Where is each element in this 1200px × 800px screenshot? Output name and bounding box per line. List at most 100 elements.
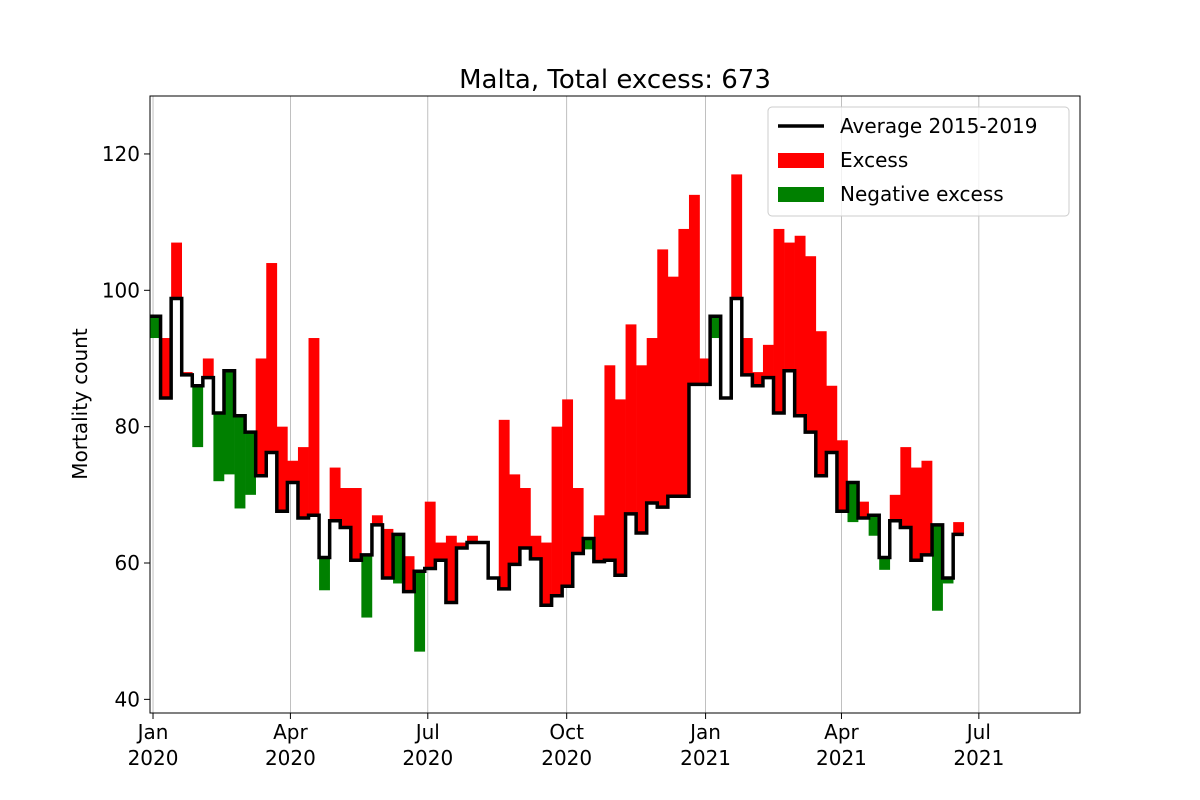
excess-bar	[646, 338, 658, 504]
excess-bar	[382, 528, 394, 579]
negative-excess-bar	[361, 554, 373, 618]
excess-bar	[805, 256, 817, 433]
x-tick-label-line: Jul	[965, 720, 991, 744]
y-axis: 40 60 80 100 120	[102, 142, 150, 711]
negative-excess-bar	[847, 482, 859, 523]
excess-bar	[467, 535, 478, 543]
excess-bar	[752, 372, 764, 386]
excess-bar	[445, 535, 457, 603]
x-tick-label-line: Oct	[549, 720, 584, 744]
negative-excess-bar	[932, 524, 943, 611]
y-tick-label: 60	[115, 551, 140, 575]
negative-excess-bar	[213, 413, 225, 482]
excess-bar	[435, 542, 447, 561]
excess-bar	[276, 426, 288, 512]
legend-label-excess: Excess	[840, 148, 908, 172]
x-tick-label-line: 2020	[128, 746, 179, 770]
excess-bar	[171, 242, 183, 299]
average-series-line	[150, 296, 964, 608]
excess-bar	[636, 365, 648, 534]
excess-bar	[340, 488, 352, 528]
x-tick-label-line: 2021	[816, 746, 867, 770]
negative-excess-bar	[245, 432, 256, 495]
excess-bar	[287, 460, 299, 483]
excess-bar	[699, 358, 711, 385]
x-tick-label: Apr 2020	[265, 720, 316, 770]
chart-title: Malta, Total excess: 673	[459, 65, 771, 95]
excess-bar	[826, 385, 838, 453]
excess-bar	[498, 419, 510, 589]
excess-bar	[519, 488, 531, 549]
excess-bar	[308, 338, 320, 516]
excess-bar	[615, 399, 626, 576]
x-tick-label: Oct 2020	[541, 720, 592, 770]
excess-bar	[625, 324, 637, 514]
excess-bar	[160, 338, 172, 399]
average-line	[150, 296, 964, 608]
x-tick-label: Jul 2021	[953, 720, 1004, 770]
excess-bar	[541, 542, 552, 606]
excess-bar	[678, 228, 690, 497]
x-tick-label: Apr 2021	[816, 720, 867, 770]
negative-excess-bar	[414, 571, 426, 652]
legend-box	[767, 106, 1070, 217]
legend-excess-swatch	[778, 153, 824, 168]
y-tick-label: 80	[115, 415, 140, 439]
negative-excess-bar	[223, 370, 235, 475]
plot-frame	[149, 95, 1081, 714]
excess-bar	[424, 501, 436, 569]
negative-excess-bar	[319, 557, 330, 591]
negative-excess-bar	[583, 538, 595, 550]
x-tick-label-line: Apr	[273, 720, 308, 744]
x-tick-label-line: Jul	[414, 720, 440, 744]
y-axis-label: Mortality count	[68, 328, 92, 480]
excess-bar	[255, 358, 267, 476]
excess-bar	[509, 474, 521, 565]
x-tick-label-line: Jan	[136, 720, 169, 744]
x-tick-label-line: 2020	[541, 746, 592, 770]
x-tick-label-line: 2021	[680, 746, 731, 770]
excess-bar	[562, 399, 574, 587]
negative-excess-bar	[879, 557, 891, 570]
excess-bar	[350, 488, 362, 561]
excess-bar	[329, 467, 341, 521]
excess-bar	[551, 426, 563, 596]
y-tick-label: 120	[102, 142, 140, 166]
negative-excess-bar	[868, 515, 880, 536]
x-tick-label-line: 2021	[953, 746, 1004, 770]
excess-bar	[858, 501, 869, 519]
negative-excess-bar	[710, 316, 721, 339]
x-tick-label: Jul 2020	[402, 720, 453, 770]
excess-bar	[456, 542, 468, 549]
excess-bar	[815, 331, 827, 476]
excess-bar	[921, 460, 933, 555]
excess-bar	[530, 535, 542, 559]
legend-negative-swatch	[778, 187, 824, 202]
grid	[152, 96, 980, 713]
x-tick-label-line: Apr	[824, 720, 859, 744]
excess-bar	[297, 447, 309, 519]
y-tick-label: 100	[102, 278, 140, 302]
excess-bar	[688, 194, 700, 385]
x-tick-label: Jan 2021	[680, 720, 731, 770]
y-tick-label: 40	[115, 687, 140, 711]
excess-bar	[741, 338, 753, 375]
excess-bar	[572, 488, 584, 554]
legend-label-average: Average 2015-2019	[840, 114, 1038, 138]
excess-bar	[794, 235, 806, 416]
excess-bar	[773, 228, 785, 414]
excess-bar	[266, 263, 278, 453]
legend-label-negative: Negative excess	[840, 182, 1004, 206]
excess-bar	[202, 358, 214, 378]
excess-bar	[667, 276, 679, 497]
legend: Average 2015-2019 Excess Negative excess	[767, 106, 1070, 217]
x-tick-label-line: Jan	[688, 720, 721, 744]
excess-bar	[900, 447, 912, 528]
excess-bar	[657, 249, 669, 508]
negative-excess-bar	[942, 578, 954, 584]
negative-excess-bar	[234, 415, 246, 509]
excess-bar	[403, 556, 415, 592]
excess-bar	[953, 522, 965, 535]
